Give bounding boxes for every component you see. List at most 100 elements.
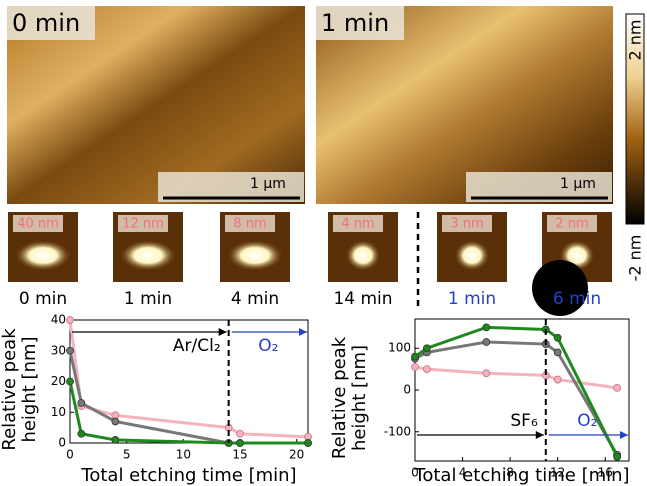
y-tick-label: 30	[51, 343, 66, 357]
y-tick-label: 10	[51, 405, 66, 419]
y-axis-label: height [nm]	[19, 336, 40, 442]
data-point	[482, 369, 491, 378]
x-axis-label: Total etching time [min]	[413, 465, 629, 486]
panels: 40 nm 0 min 12 nm 1 min 8 nm 4 min 4 nm 14 min 3…	[8, 212, 612, 316]
series-line	[414, 325, 619, 458]
x-tick-label: 20	[289, 448, 304, 462]
data-point	[304, 439, 312, 447]
data-point	[411, 352, 419, 361]
afm-panel: 2 nm 6 min	[532, 212, 612, 316]
feature	[454, 240, 490, 271]
image-label: 1 min	[321, 9, 389, 37]
y-tick-label: 0	[403, 383, 411, 397]
annotation: Ar/Cl₂	[173, 336, 221, 356]
x-tick-label: 10	[176, 448, 191, 462]
image-label: 0 min	[12, 9, 80, 37]
y-axis-label: Relative peak	[0, 328, 20, 451]
arrow-head	[218, 328, 227, 336]
afm-panel: 12 nm 1 min	[113, 212, 183, 309]
data-point	[613, 452, 622, 461]
data-point	[613, 384, 622, 392]
panel-caption: 1 min	[124, 289, 172, 309]
panel-height: 3 nm	[450, 217, 483, 232]
afm-image: 1 min 1 µm	[316, 6, 613, 204]
x-tick-label: 0	[66, 448, 74, 462]
panel-caption: 0 min	[19, 289, 67, 309]
scale-bar-label: 1 µm	[560, 176, 596, 192]
x-tick-label: 5	[123, 448, 131, 462]
label-bg	[333, 215, 383, 232]
chart: 0 4 8 12 16 -100 0 100 Total etching time [min] R…	[329, 318, 630, 486]
afm-image: 0 min 1 µm	[7, 6, 305, 204]
x-tick-label: 16	[598, 466, 613, 480]
data-point	[553, 333, 562, 342]
label-bg	[13, 215, 63, 232]
feature	[345, 240, 381, 271]
data-point	[66, 377, 74, 386]
annotation: SF₆	[510, 411, 538, 431]
label-bg	[442, 215, 492, 232]
data-point	[411, 363, 419, 371]
data-point	[236, 439, 244, 447]
series-line	[68, 381, 308, 445]
data-point	[77, 429, 86, 438]
panel-height: 40 nm	[17, 217, 59, 232]
data-point	[236, 429, 244, 438]
series-line	[68, 350, 308, 445]
x-tick-label: 8	[506, 466, 514, 480]
panel-caption: 4 min	[231, 289, 279, 309]
data-point	[422, 365, 431, 374]
panel-caption: 14 min	[333, 289, 392, 309]
panel-height: 8 nm	[233, 217, 266, 232]
y-tick-label: 40	[51, 313, 66, 327]
chart: 0 5 10 15 20 0 10 20 30 40 Total etching time [min…	[0, 313, 312, 486]
data-point	[482, 338, 491, 346]
y-axis-label: Relative peak	[329, 336, 350, 459]
data-point	[111, 417, 120, 426]
afm-panel: 4 nm 14 min	[328, 212, 398, 309]
x-axis-label: Total etching time [min]	[80, 465, 296, 486]
arrow-head	[535, 431, 544, 439]
y-tick-label: 20	[51, 374, 66, 388]
data-point	[553, 375, 562, 384]
data-point	[422, 344, 431, 353]
afm-panel: 3 nm 1 min	[437, 212, 507, 309]
y-tick-label: 0	[58, 436, 66, 450]
afm-panel: 40 nm 0 min	[8, 212, 78, 309]
label-bg	[547, 215, 597, 232]
shadow	[532, 260, 588, 316]
colorbar-bottom: -2 nm	[626, 235, 645, 282]
data-point	[77, 399, 86, 407]
label-bg	[225, 215, 275, 232]
panel-caption: 6 min	[553, 289, 601, 309]
scale-bar-label: 1 µm	[250, 176, 286, 192]
colorbar-top: 2 nm	[626, 20, 645, 61]
feature	[15, 240, 71, 271]
panel-height: 4 nm	[341, 217, 374, 232]
series-line	[414, 365, 618, 390]
panel-height: 12 nm	[122, 217, 164, 232]
data-point	[111, 436, 120, 444]
annotation: O₂	[258, 336, 278, 356]
x-tick-label: 12	[550, 466, 565, 480]
y-axis-label: height [nm]	[349, 345, 370, 451]
x-tick-label: 4	[459, 466, 467, 480]
arrow-head	[620, 431, 628, 439]
x-tick-label: 15	[232, 448, 247, 462]
data-point	[482, 323, 491, 332]
panel-height: 2 nm	[555, 217, 588, 232]
colorbar: 2 nm -2 nm	[625, 13, 645, 282]
label-bg	[118, 215, 168, 232]
data-point	[66, 316, 74, 324]
y-tick-label: -100	[384, 424, 411, 438]
feature	[227, 240, 283, 271]
afm-panel: 8 nm 4 min	[220, 212, 290, 309]
data-point	[553, 348, 562, 357]
y-tick-label: 100	[388, 341, 411, 355]
data-point	[66, 346, 74, 355]
panel-caption: 1 min	[448, 289, 496, 309]
annotation: O₂	[577, 411, 597, 431]
arrow-head	[299, 328, 307, 336]
